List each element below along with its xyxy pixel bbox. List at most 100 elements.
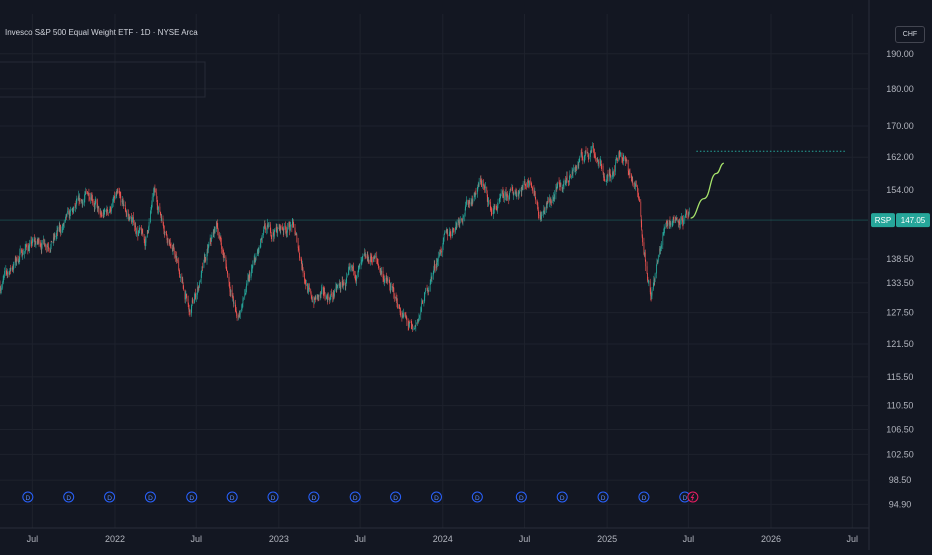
- candle: [689, 208, 690, 215]
- candle-body: [24, 251, 25, 254]
- candle-body: [142, 233, 143, 234]
- candle: [416, 322, 417, 324]
- candle-body: [306, 284, 307, 286]
- candle: [146, 236, 147, 246]
- symbol-label: RSP: [875, 216, 891, 225]
- candle-body: [366, 256, 367, 258]
- candle: [583, 157, 584, 165]
- dividend-marker-icon[interactable]: D: [472, 492, 482, 502]
- candle-body: [564, 180, 565, 184]
- dividend-marker-icon[interactable]: D: [598, 492, 608, 502]
- candle-body: [400, 312, 401, 315]
- candle-body: [660, 248, 661, 251]
- candle-body: [640, 202, 641, 217]
- candle: [557, 182, 558, 189]
- dividend-marker-icon[interactable]: D: [227, 492, 237, 502]
- candle-body: [234, 302, 235, 303]
- candle: [325, 292, 326, 300]
- candle-body: [447, 233, 448, 236]
- candle: [160, 203, 161, 212]
- candle: [114, 191, 115, 202]
- candle-body: [526, 187, 527, 188]
- candle-body: [278, 228, 279, 229]
- candle-body: [384, 278, 385, 281]
- candle-body: [498, 203, 499, 205]
- candle-body: [579, 157, 580, 161]
- candle: [529, 180, 530, 187]
- dividend-marker-icon[interactable]: D: [268, 492, 278, 502]
- dividend-marker-icon[interactable]: D: [639, 492, 649, 502]
- candle: [579, 156, 580, 162]
- candle-body: [86, 191, 87, 192]
- candle-body: [202, 267, 203, 268]
- candle-body: [67, 211, 68, 214]
- dividend-marker-icon[interactable]: D: [105, 492, 115, 502]
- candle: [36, 241, 37, 248]
- candle: [306, 280, 307, 286]
- candle-body: [601, 165, 602, 166]
- dividend-marker-icon[interactable]: D: [309, 492, 319, 502]
- candle-body: [252, 265, 253, 267]
- candle: [108, 212, 109, 216]
- candle: [545, 207, 546, 215]
- candle-body: [161, 218, 162, 220]
- candle-body: [645, 253, 646, 260]
- dividend-marker-icon[interactable]: D: [350, 492, 360, 502]
- candle-body: [406, 318, 407, 321]
- candle: [177, 258, 178, 263]
- candle: [26, 244, 27, 251]
- candle-body: [102, 215, 103, 216]
- x-tick-label: 2024: [433, 534, 453, 544]
- candle-body: [556, 189, 557, 194]
- candle-body: [95, 200, 96, 203]
- candle: [366, 254, 367, 259]
- y-tick-label: 115.50: [887, 372, 914, 382]
- candle-body: [117, 191, 118, 192]
- y-tick-label: 127.50: [886, 308, 914, 318]
- candle: [564, 179, 565, 190]
- candle: [642, 234, 643, 246]
- candle-body: [664, 228, 665, 229]
- candle-body: [683, 220, 684, 225]
- dividend-marker-icon[interactable]: D: [23, 492, 33, 502]
- candle: [347, 274, 348, 278]
- candle-body: [686, 211, 687, 214]
- candle-body: [296, 234, 297, 241]
- candle: [95, 197, 96, 205]
- dividend-marker-icon[interactable]: D: [557, 492, 567, 502]
- candle: [105, 210, 106, 212]
- candle-body: [146, 237, 147, 243]
- dividend-marker-icon[interactable]: D: [187, 492, 197, 502]
- candle: [362, 253, 363, 261]
- candle: [510, 187, 511, 191]
- candle: [674, 215, 675, 223]
- candle: [491, 207, 492, 216]
- earnings-marker-icon[interactable]: [688, 492, 698, 502]
- candle-body: [628, 163, 629, 171]
- candle-body: [170, 240, 171, 244]
- candle: [312, 297, 313, 303]
- candle-body: [603, 166, 604, 172]
- candle: [24, 251, 25, 258]
- candle-body: [221, 243, 222, 249]
- dividend-marker-icon[interactable]: D: [391, 492, 401, 502]
- candle: [353, 263, 354, 276]
- candle: [378, 264, 379, 270]
- candle: [227, 271, 228, 278]
- candle: [287, 223, 288, 237]
- candle-body: [268, 227, 269, 228]
- dividend-marker-icon[interactable]: D: [64, 492, 74, 502]
- candle: [218, 228, 219, 238]
- candle-body: [243, 298, 244, 299]
- candle-body: [507, 194, 508, 197]
- candle: [422, 299, 423, 304]
- dividend-marker-icon[interactable]: D: [516, 492, 526, 502]
- dividend-marker-icon[interactable]: D: [431, 492, 441, 502]
- currency-button[interactable]: CHF: [895, 26, 925, 43]
- x-tick-label: Jul: [354, 534, 366, 544]
- dividend-marker-icon[interactable]: D: [145, 492, 155, 502]
- candle-body: [444, 235, 445, 238]
- candle: [152, 193, 153, 207]
